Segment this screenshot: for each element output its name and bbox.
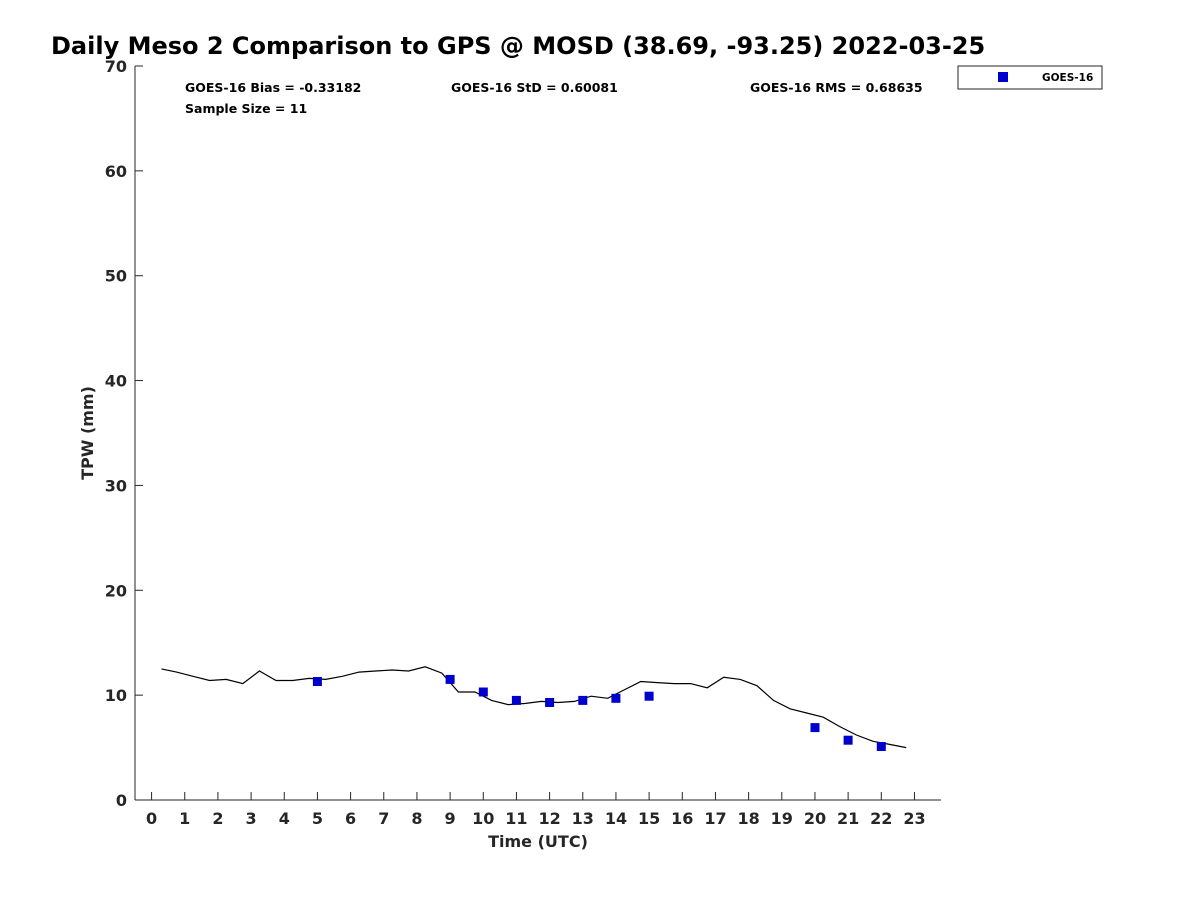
goes16-data-point [876,742,886,751]
y-tick-label: 10 [105,686,127,705]
x-tick-label: 9 [445,809,456,828]
chart-title: Daily Meso 2 Comparison to GPS @ MOSD (3… [51,32,985,60]
legend-marker-goes16 [998,72,1008,82]
x-tick-label: 21 [837,809,859,828]
series-layer [161,666,907,751]
goes16-data-point [545,698,555,707]
goes16-data-point [810,723,820,733]
x-tick-label: 19 [771,809,793,828]
x-tick-label: 17 [704,809,726,828]
legend-box [957,65,1103,90]
goes16-data-point [478,687,488,697]
std-stat: GOES-16 StD = 0.60081 [451,80,618,95]
x-tick-label: 15 [638,809,660,828]
y-axis-ticks: 0 10 20 30 40 50 60 70 [105,57,143,810]
x-tick-label: 2 [212,809,223,828]
x-tick-label: 11 [505,809,527,828]
x-tick-label: 22 [870,809,892,828]
goes16-data-point [312,677,322,686]
x-tick-label: 3 [246,809,257,828]
x-tick-label: 4 [279,809,290,828]
bias-stat: GOES-16 Bias = -0.33182 [185,80,361,95]
x-axis-label: Time (UTC) [488,832,588,851]
goes16-data-point [445,674,455,684]
x-tick-label: 7 [378,809,389,828]
goes16-data-point [843,735,853,745]
x-axis-ticks: 0 1 2 3 4 5 6 7 8 9 10 11 12 13 14 15 16 17 18 19 20 21 22 23 [146,792,926,828]
y-tick-label: 40 [105,372,127,391]
y-tick-label: 0 [116,791,127,810]
y-tick-label: 20 [105,581,127,600]
x-tick-label: 8 [411,809,422,828]
goes16-data-point [511,695,521,705]
x-tick-label: 20 [804,809,826,828]
x-tick-label: 6 [345,809,356,828]
x-tick-label: 14 [605,809,627,828]
x-tick-label: 1 [179,809,190,828]
x-tick-label: 12 [538,809,560,828]
x-tick-label: 13 [572,809,594,828]
x-tick-label: 16 [671,809,693,828]
y-tick-label: 30 [105,476,127,495]
gps-tpw-line [161,666,907,749]
goes16-data-point [644,691,654,701]
x-tick-label: 5 [312,809,323,828]
x-tick-label: 0 [146,809,157,828]
x-tick-label: 18 [737,809,759,828]
legend-label-goes16: GOES-16 [1042,72,1093,84]
y-axis-label: TPW (mm) [78,386,97,480]
goes16-data-point [578,695,588,705]
y-tick-label: 50 [105,267,127,286]
rms-stat: GOES-16 RMS = 0.68635 [750,80,923,95]
plot-axes [134,66,941,801]
x-tick-label: 23 [903,809,925,828]
legend: GOES-16 [957,65,1103,90]
goes16-data-point [611,693,621,703]
y-tick-label: 70 [105,57,127,76]
y-tick-label: 60 [105,162,127,181]
sample-size-stat: Sample Size = 11 [185,101,307,116]
x-tick-label: 10 [472,809,494,828]
